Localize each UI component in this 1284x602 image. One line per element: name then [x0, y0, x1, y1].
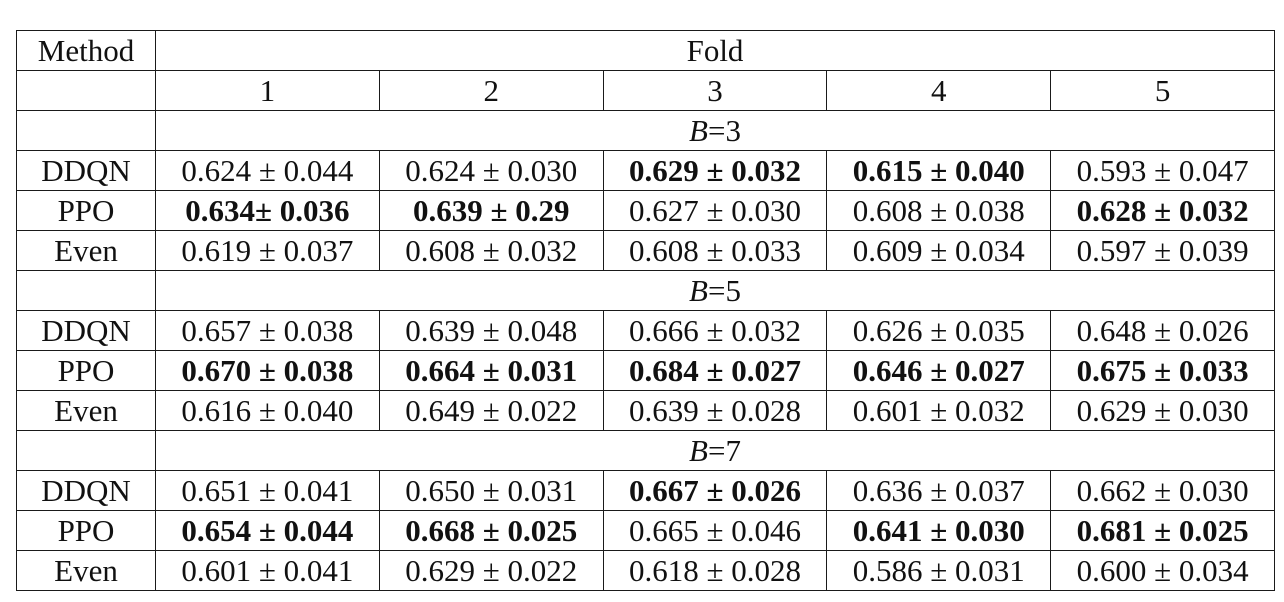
score-cell: 0.675 ± 0.033: [1050, 350, 1276, 391]
score-cell: 0.619 ± 0.037: [155, 230, 380, 271]
score-cell: 0.639 ± 0.048: [378, 310, 604, 351]
fold-number: 2: [378, 70, 604, 111]
score-cell: 0.666 ± 0.032: [602, 310, 828, 351]
table-row: DDQN 0.651 ± 0.041 0.650 ± 0.031 0.667 ± 0.…: [16, 470, 1276, 511]
method-name: DDQN: [16, 310, 156, 351]
table-row: DDQN 0.657 ± 0.038 0.639 ± 0.048 0.666 ± 0.…: [16, 310, 1276, 351]
table-row: Even 0.601 ± 0.041 0.629 ± 0.022 0.618 ± 0.…: [16, 550, 1276, 591]
score-cell: 0.681 ± 0.025: [1050, 510, 1276, 551]
score-cell: 0.664 ± 0.031: [378, 350, 604, 391]
score-cell: 0.651 ± 0.041: [155, 470, 380, 511]
score-cell: 0.650 ± 0.031: [378, 470, 604, 511]
fold-number: 1: [155, 70, 380, 111]
group-row: B=3: [16, 110, 1276, 151]
table-row: PPO 0.670 ± 0.038 0.664 ± 0.031 0.684 ± 0.0…: [16, 350, 1276, 391]
score-cell: 0.608 ± 0.032: [378, 230, 604, 271]
fold-number: 5: [1050, 70, 1276, 111]
method-name: DDQN: [16, 470, 156, 511]
method-name: PPO: [16, 510, 156, 551]
score-cell: 0.639 ± 0.29: [378, 190, 604, 231]
score-cell: 0.600 ± 0.034: [1050, 550, 1276, 591]
table-row: Even 0.619 ± 0.037 0.608 ± 0.032 0.608 ± 0.…: [16, 230, 1276, 271]
score-cell: 0.627 ± 0.030: [602, 190, 828, 231]
header-row: Method Fold: [16, 30, 1276, 71]
score-cell: 0.684 ± 0.027: [602, 350, 828, 391]
method-name: PPO: [16, 350, 156, 391]
score-cell: 0.670 ± 0.038: [155, 350, 380, 391]
table-row: PPO 0.654 ± 0.044 0.668 ± 0.025 0.665 ± 0.0…: [16, 510, 1276, 551]
method-name: PPO: [16, 190, 156, 231]
score-cell: 0.615 ± 0.040: [826, 150, 1052, 191]
score-cell: 0.609 ± 0.034: [826, 230, 1052, 271]
group-label-variable: B: [689, 113, 708, 148]
score-cell: 0.654 ± 0.044: [155, 510, 380, 551]
fold-number: 4: [826, 70, 1052, 111]
score-cell: 0.597 ± 0.039: [1050, 230, 1276, 271]
empty-cell: [16, 430, 156, 471]
table-row: DDQN 0.624 ± 0.044 0.624 ± 0.030 0.629 ± 0.…: [16, 150, 1276, 191]
score-cell: 0.629 ± 0.030: [1050, 390, 1276, 431]
score-cell: 0.608 ± 0.038: [826, 190, 1052, 231]
score-cell: 0.648 ± 0.026: [1050, 310, 1276, 351]
table-body: Method Fold 1 2 3 4 5 B=3 DDQN 0.624 ± 0.0…: [16, 30, 1276, 591]
method-name: DDQN: [16, 150, 156, 191]
group-row: B=5: [16, 270, 1276, 311]
group-label-variable: B: [689, 273, 708, 308]
score-cell: 0.629 ± 0.032: [602, 150, 828, 191]
score-cell: 0.626 ± 0.035: [826, 310, 1052, 351]
group-label: B=3: [154, 110, 1276, 151]
score-cell: 0.639 ± 0.028: [602, 390, 828, 431]
results-table: Method Fold 1 2 3 4 5 B=3 DDQN 0.624 ± 0.0…: [16, 30, 1276, 591]
score-cell: 0.601 ± 0.032: [826, 390, 1052, 431]
score-cell: 0.593 ± 0.047: [1050, 150, 1276, 191]
table-row: PPO 0.634± 0.036 0.639 ± 0.29 0.627 ± 0.030…: [16, 190, 1276, 231]
method-name: Even: [16, 550, 156, 591]
group-label: B=5: [154, 270, 1276, 311]
score-cell: 0.646 ± 0.027: [826, 350, 1052, 391]
group-label: B=7: [154, 430, 1276, 471]
empty-cell: [16, 110, 156, 151]
score-cell: 0.665 ± 0.046: [602, 510, 828, 551]
score-cell: 0.616 ± 0.040: [155, 390, 380, 431]
score-cell: 0.667 ± 0.026: [602, 470, 828, 511]
score-cell: 0.641 ± 0.030: [826, 510, 1052, 551]
score-cell: 0.608 ± 0.033: [602, 230, 828, 271]
score-cell: 0.586 ± 0.031: [826, 550, 1052, 591]
table-row: Even 0.616 ± 0.040 0.649 ± 0.022 0.639 ± 0.…: [16, 390, 1276, 431]
group-row: B=7: [16, 430, 1276, 471]
score-cell: 0.634± 0.036: [155, 190, 380, 231]
fold-number: 3: [602, 70, 828, 111]
score-cell: 0.624 ± 0.044: [155, 150, 380, 191]
fold-header: Fold: [154, 30, 1276, 71]
score-cell: 0.601 ± 0.041: [155, 550, 380, 591]
method-name: Even: [16, 230, 156, 271]
score-cell: 0.636 ± 0.037: [826, 470, 1052, 511]
score-cell: 0.668 ± 0.025: [378, 510, 604, 551]
score-cell: 0.629 ± 0.022: [378, 550, 604, 591]
fold-number-row: 1 2 3 4 5: [16, 70, 1276, 111]
method-name: Even: [16, 390, 156, 431]
score-cell: 0.624 ± 0.030: [378, 150, 604, 191]
score-cell: 0.657 ± 0.038: [155, 310, 380, 351]
empty-cell: [16, 270, 156, 311]
group-label-value: =7: [707, 433, 741, 468]
group-label-value: =3: [707, 113, 741, 148]
score-cell: 0.649 ± 0.022: [378, 390, 604, 431]
group-label-value: =5: [707, 273, 741, 308]
empty-cell: [16, 70, 156, 111]
score-cell: 0.628 ± 0.032: [1050, 190, 1276, 231]
score-cell: 0.662 ± 0.030: [1050, 470, 1276, 511]
score-cell: 0.618 ± 0.028: [602, 550, 828, 591]
group-label-variable: B: [689, 433, 708, 468]
method-header: Method: [16, 30, 156, 71]
